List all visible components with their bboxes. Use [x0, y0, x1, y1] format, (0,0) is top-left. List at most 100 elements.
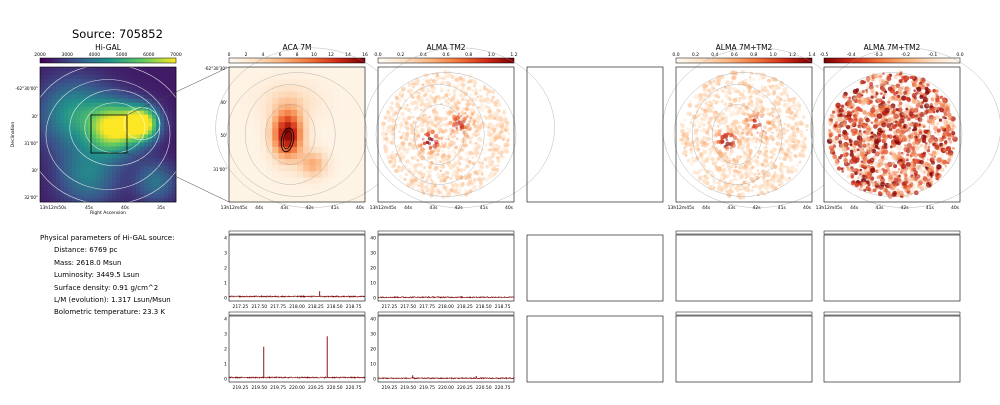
- colorbar-tick-label: 1.0: [488, 52, 495, 58]
- heatmap-comb: [676, 67, 812, 202]
- colorbar-strip: [377, 57, 515, 64]
- contour-line: [45, 79, 171, 190]
- colorbar-tick-label: 0.8: [465, 52, 472, 58]
- spectrum-top-bar: [228, 230, 366, 235]
- physical-line: Distance: 6769 pc: [54, 246, 118, 255]
- x-axis-label: Right Ascension: [90, 210, 126, 216]
- y-tick-label: 0: [373, 377, 376, 383]
- x-tick-label: 219.50: [251, 385, 267, 391]
- colorbar-tick-label: 0.4: [420, 52, 427, 58]
- spectrum-frame: [228, 234, 366, 302]
- y-tick-label: 10: [370, 281, 376, 287]
- heatmap-aca: [229, 67, 366, 203]
- contour-line: [691, 84, 783, 185]
- x-tick-label: 218.00: [438, 304, 454, 310]
- x-tick-label: 218.25: [457, 304, 473, 310]
- contour-line: [393, 84, 485, 185]
- x-tick-label: 217.75: [419, 304, 435, 310]
- y-tick-label: 32'00": [24, 195, 38, 200]
- contour-line: [673, 72, 815, 197]
- y-tick-label: 30: [370, 332, 376, 338]
- colorbar-tick-label: 2000: [34, 52, 46, 58]
- panel-frame-empty-spectrum: [526, 315, 664, 383]
- colorbar-tick-label: 0.2: [692, 52, 699, 58]
- y-tick-label: -62°30'00": [15, 86, 38, 91]
- x-tick-label: 42s: [306, 205, 315, 211]
- physical-parameters: Physical parameters of Hi-GAL source: Di…: [40, 232, 174, 319]
- x-tick-label: 217.25: [381, 304, 397, 310]
- colorbar-tm2: 0.0 0.2 0.4 0.6 0.8 1.0 1.2: [374, 52, 518, 64]
- figure-title: Source: 705852: [72, 27, 163, 41]
- contour-line: [711, 104, 763, 165]
- colorbar-tick-label: 0.0: [374, 52, 381, 58]
- colorbar-tick-label: 8: [296, 52, 299, 58]
- colorbar-tick-label: -0.2: [901, 52, 910, 58]
- panel-frame-empty-spectrum: [823, 234, 961, 302]
- colorbar-tick-label: 6000: [143, 52, 155, 58]
- x-tick-label: 219.25: [381, 385, 397, 391]
- contour-line: [821, 72, 963, 197]
- spectrum-top-bar: [377, 311, 515, 316]
- colorbar-tick-label: 0.2: [397, 52, 404, 58]
- x-tick-label: 40s: [803, 205, 812, 211]
- colorbar-tick-label: 6: [279, 52, 282, 58]
- spectrum-spec-aca-2: [228, 336, 366, 380]
- y-tick-label: 1: [224, 362, 227, 368]
- y-tick-label: 31'00": [213, 167, 227, 172]
- spectrum-frame: [377, 315, 515, 383]
- colorbar-tick-label: 1.2: [789, 52, 796, 58]
- x-tick-label: 217.50: [400, 304, 416, 310]
- contour-line: [810, 47, 1000, 208]
- spectrum-frame: [377, 234, 515, 302]
- spectrum-line: [228, 294, 366, 299]
- colorbar-tick-label: 0.8: [750, 52, 757, 58]
- colorbar-tick-label: 4: [262, 52, 265, 58]
- colorbar-comb: 0.0 0.2 0.4 0.6 0.8 1.0 1.2 1.4: [672, 52, 816, 64]
- colorbar-tick-label: 7000: [170, 52, 182, 58]
- y-tick-label: 20: [370, 266, 376, 272]
- colorbar-tick-label: 0.6: [731, 52, 738, 58]
- x-tick-label: 44s: [255, 205, 264, 211]
- x-tick-label: 43s: [429, 205, 438, 211]
- colorbar-tick-label: 1.4: [808, 52, 815, 58]
- panel-title-tm2: ALMA TM2: [426, 43, 465, 52]
- panel-frame-empty-spectrum: [823, 315, 961, 383]
- panel-title-higal: Hi-GAL: [95, 43, 122, 52]
- colorbar-tick-label: 0.4: [711, 52, 718, 58]
- y-axis-label: Declination: [10, 122, 16, 148]
- colorbar-tick-label: -0.4: [847, 52, 856, 58]
- physical-header: Physical parameters of Hi-GAL source:: [40, 234, 175, 242]
- colorbar-aca: 0 2 4 6 8 10 12 14 16: [228, 52, 368, 64]
- spectrum-spec-tm2-2: [377, 375, 515, 380]
- zoom-connector-top: [126, 66, 230, 116]
- physical-line: L/M (evolution): 1.317 Lsun/Msun: [54, 296, 171, 305]
- colorbar-tick-label: 4000: [89, 52, 101, 58]
- x-tick-label: 219.75: [419, 385, 435, 391]
- colorbar-tick-label: 16: [362, 52, 368, 58]
- y-tick-label: 20: [370, 347, 376, 353]
- x-tick-label: 219.50: [400, 385, 416, 391]
- empty-colorbar: [823, 230, 961, 235]
- colorbar-tick-label: 0.0: [956, 52, 963, 58]
- y-tick-label: 0: [224, 377, 227, 383]
- x-tick-label: 41s: [778, 205, 787, 211]
- contour-line: [27, 64, 189, 205]
- panel-title-aca: ACA 7M: [283, 43, 312, 52]
- panel-frame-higal: [39, 66, 177, 203]
- x-tick-label: 218.00: [289, 304, 305, 310]
- physical-line: Mass: 2618.0 Msun: [54, 258, 122, 267]
- x-tick-label: 217.50: [251, 304, 267, 310]
- colorbar-strip: [228, 57, 366, 64]
- colorbar-tick-label: 5000: [116, 52, 128, 58]
- contour-line: [264, 104, 316, 165]
- spectrum-top-bar: [228, 311, 366, 316]
- y-tick-label: 40: [370, 317, 376, 323]
- panel-frame-empty-spectrum: [526, 234, 664, 302]
- x-tick-label: 41s: [331, 205, 340, 211]
- x-tick-label: 220.25: [457, 385, 473, 391]
- panel-frame-empty-spectrum: [675, 315, 813, 383]
- physical-line: Surface density: 0.91 g/cm^2: [54, 283, 159, 292]
- contour-line: [375, 72, 517, 197]
- x-tick-label: 43s: [875, 205, 884, 211]
